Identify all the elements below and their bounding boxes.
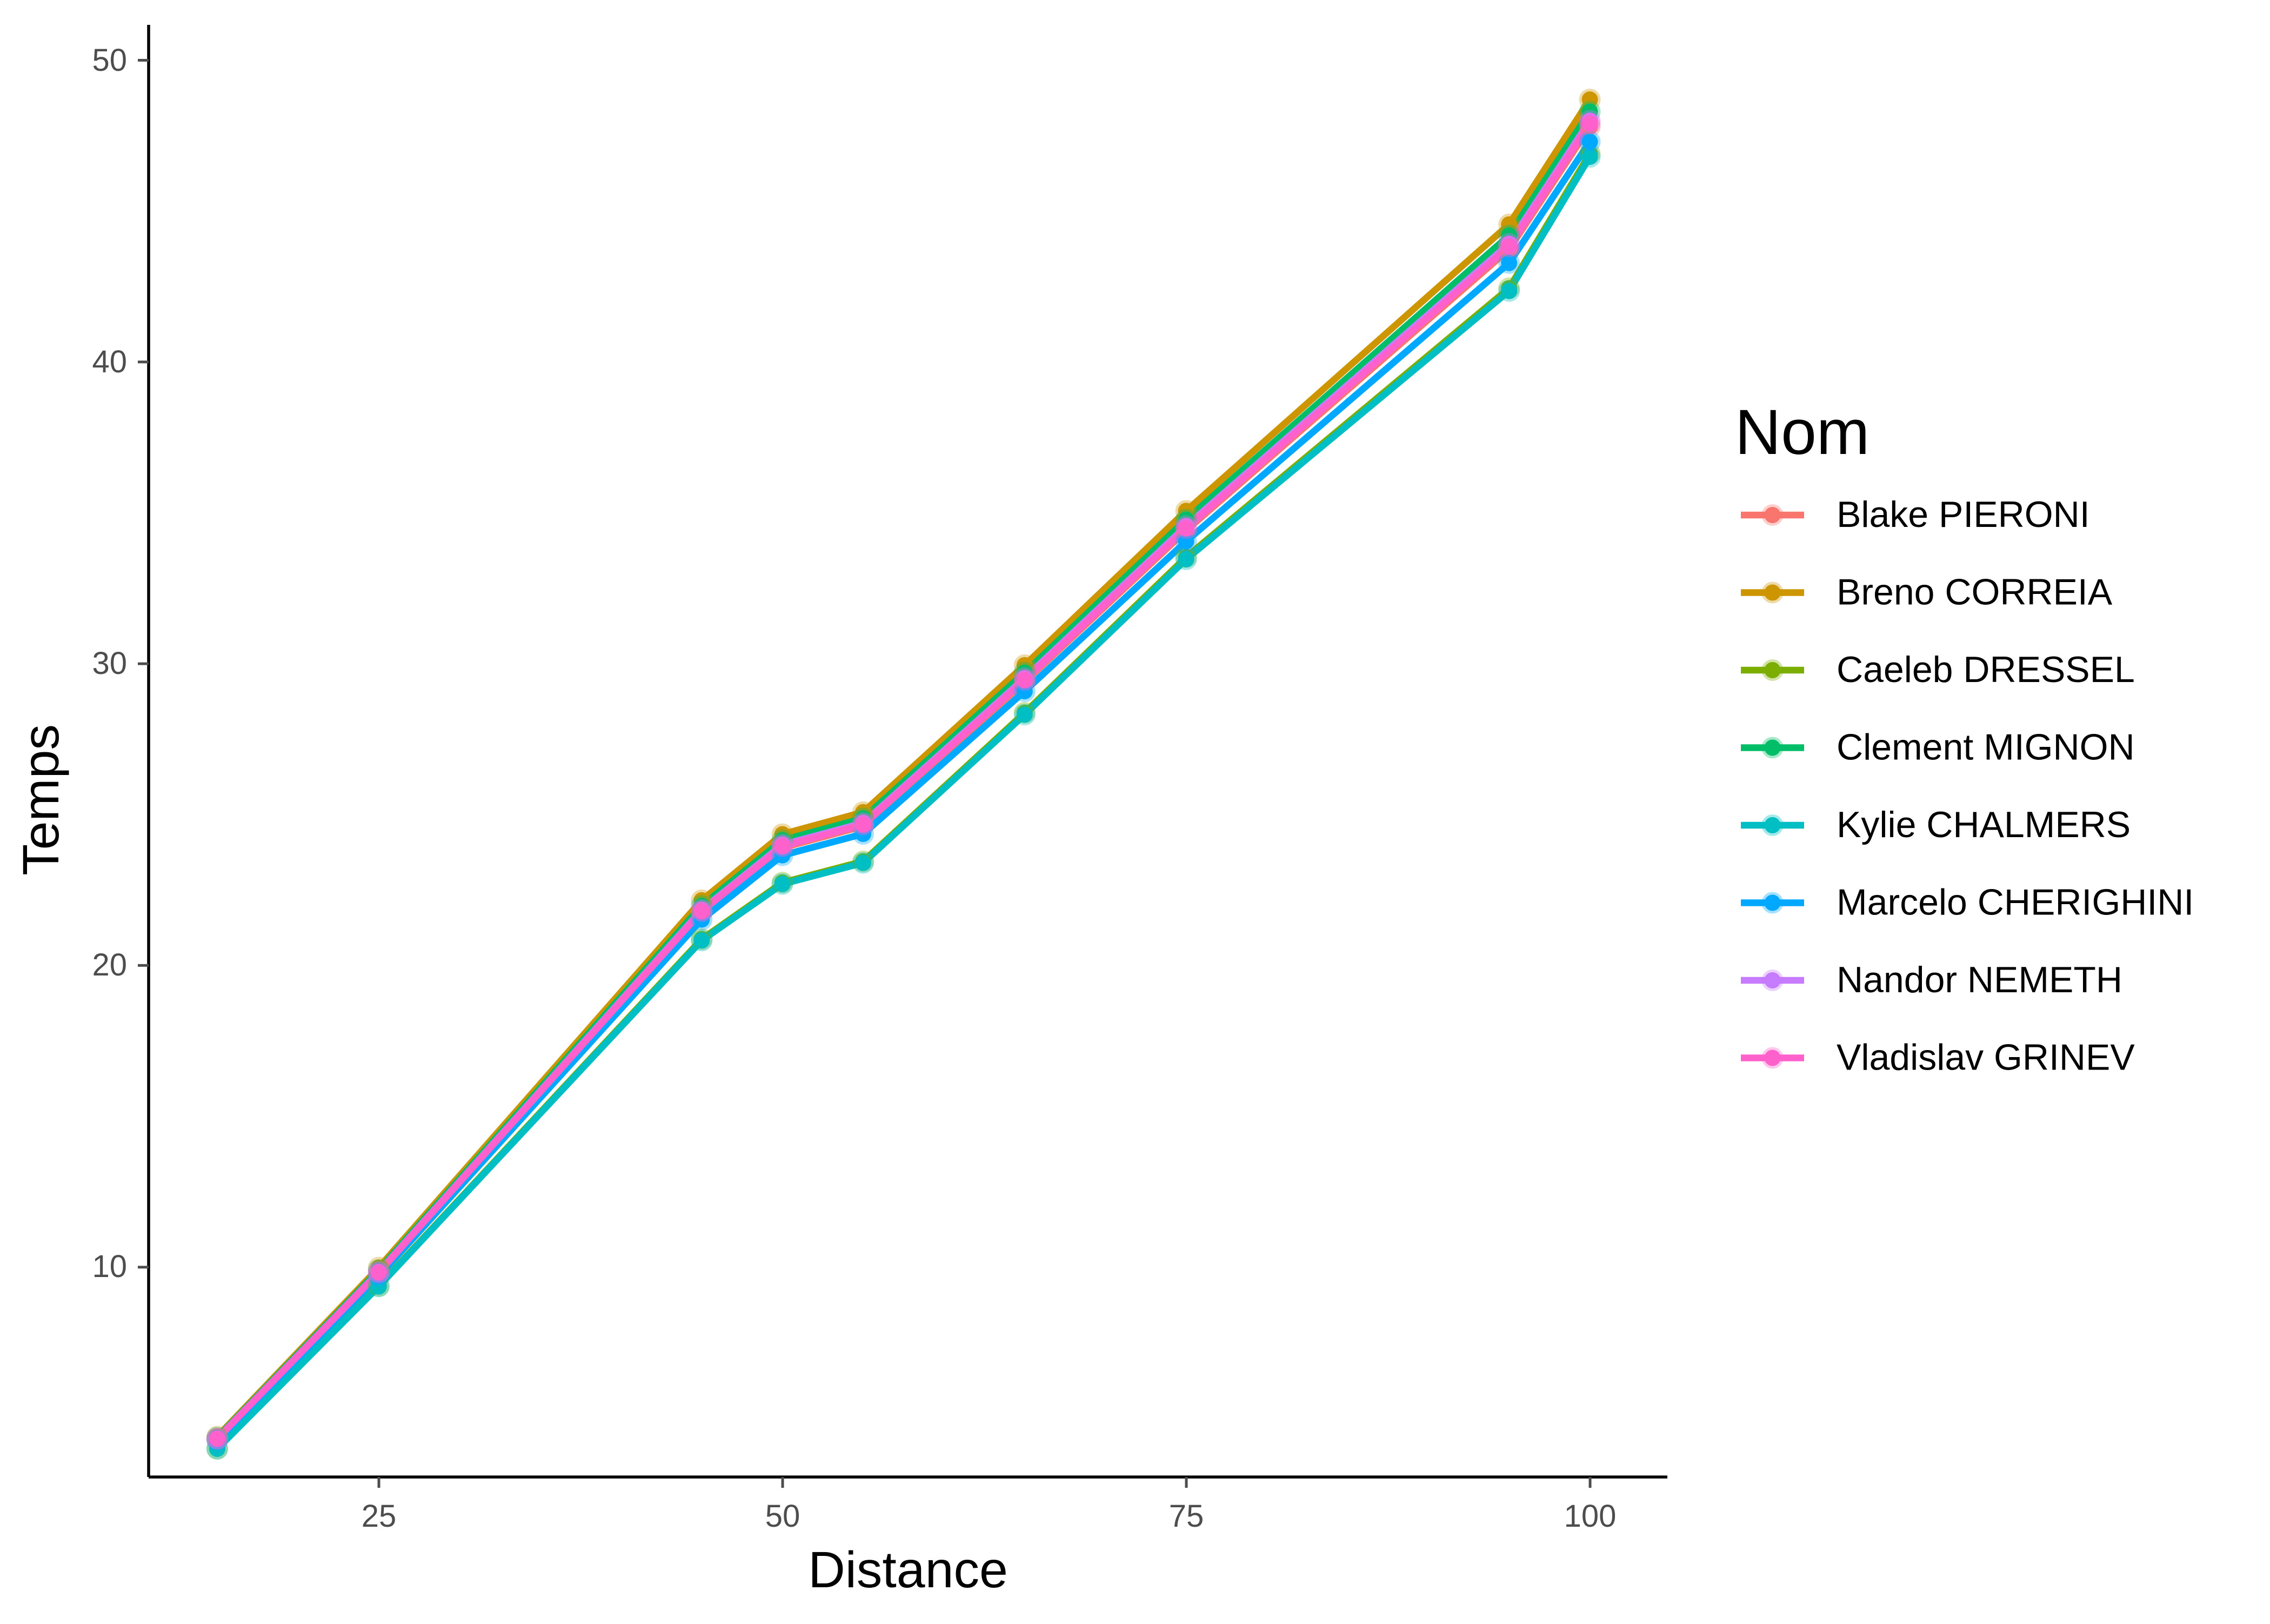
svg-text:Distance: Distance [808, 1541, 1008, 1599]
svg-text:10: 10 [92, 1249, 127, 1284]
svg-text:Caeleb DRESSEL: Caeleb DRESSEL [1837, 649, 2135, 690]
svg-text:40: 40 [92, 344, 127, 379]
svg-text:20: 20 [92, 947, 127, 983]
svg-text:50: 50 [765, 1499, 800, 1534]
svg-text:Clement MIGNON: Clement MIGNON [1837, 727, 2135, 768]
svg-text:Nom: Nom [1735, 397, 1870, 468]
svg-text:Kylie CHALMERS: Kylie CHALMERS [1837, 804, 2131, 845]
svg-text:Marcelo CHERIGHINI: Marcelo CHERIGHINI [1837, 882, 2194, 923]
svg-text:50: 50 [92, 43, 127, 78]
svg-text:Breno CORREIA: Breno CORREIA [1837, 572, 2113, 613]
svg-text:100: 100 [1564, 1499, 1617, 1534]
svg-text:Blake PIERONI: Blake PIERONI [1837, 494, 2090, 535]
svg-text:Vladislav GRINEV: Vladislav GRINEV [1837, 1037, 2135, 1078]
svg-text:Temps: Temps [12, 724, 70, 876]
svg-text:25: 25 [362, 1499, 397, 1534]
svg-text:Nandor NEMETH: Nandor NEMETH [1837, 959, 2122, 1000]
svg-text:75: 75 [1169, 1499, 1204, 1534]
svg-text:30: 30 [92, 646, 127, 681]
